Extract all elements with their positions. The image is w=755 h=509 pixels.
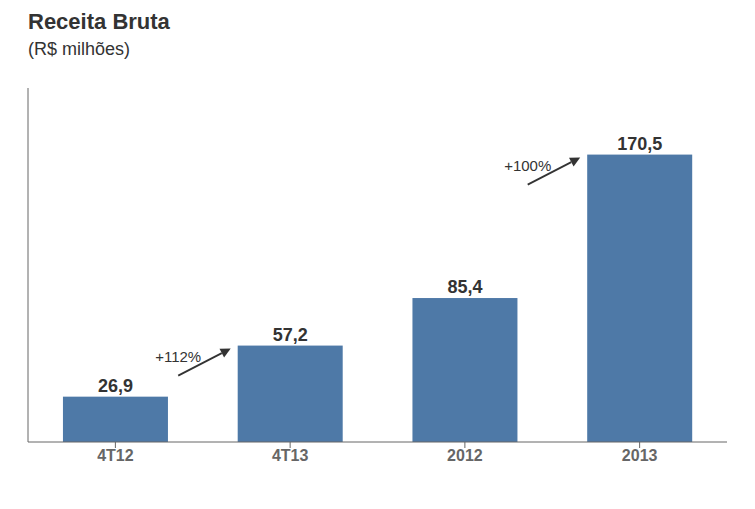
html-text:(R$ milhões): (R$ milhões) [28,39,130,59]
html-text:Receita Bruta: Receita Bruta [28,9,170,34]
svg-text:2013: 2013 [622,447,658,464]
svg-text:4T12: 4T12 [97,447,134,464]
svg-text:2012: 2012 [447,447,483,464]
svg-text:4T13: 4T13 [272,447,309,464]
svg-text:85,4: 85,4 [447,277,482,297]
svg-text:170,5: 170,5 [617,134,662,154]
svg-text:57,2: 57,2 [273,325,308,345]
svg-text:+112%: +112% [155,348,201,365]
svg-text:+100%: +100% [504,157,551,174]
svg-text:26,9: 26,9 [98,376,133,396]
